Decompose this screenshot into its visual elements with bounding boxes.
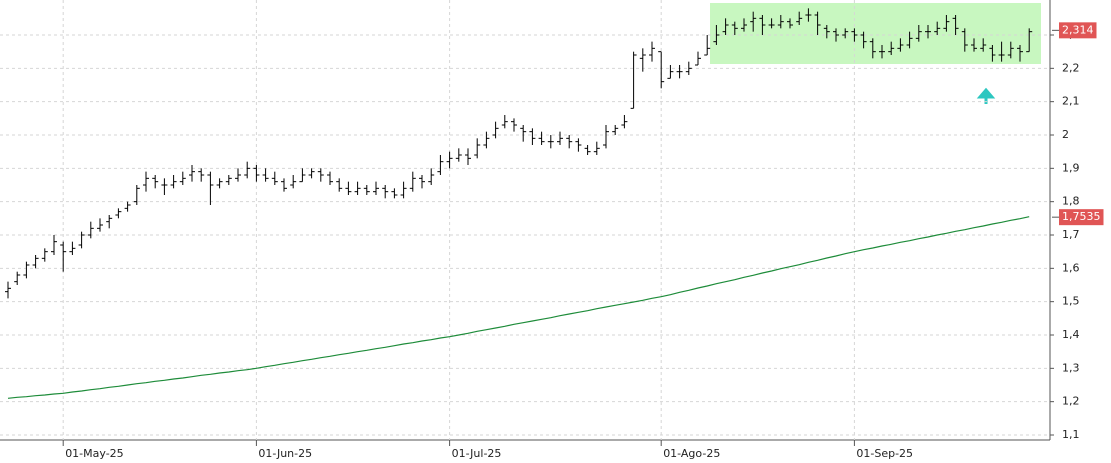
y-tick-label: 1,1 — [1062, 428, 1080, 441]
y-tick-label: 2,1 — [1062, 95, 1080, 108]
y-tick-label: 1,5 — [1062, 295, 1080, 308]
x-tick-label: 01-Jun-25 — [258, 447, 312, 460]
y-tick-label: 1,4 — [1062, 328, 1080, 341]
y-tick-label: 1,8 — [1062, 195, 1080, 208]
x-tick-label: 01-May-25 — [65, 447, 123, 460]
price-label: 2,314 — [1062, 23, 1094, 36]
y-tick-label: 1,7 — [1062, 228, 1080, 241]
y-tick-label: 2 — [1062, 128, 1069, 141]
x-tick-label: 01-Ago-25 — [663, 447, 720, 460]
y-tick-label: 1,3 — [1062, 361, 1080, 374]
price-label: 1,7535 — [1062, 210, 1101, 223]
y-tick-label: 2,2 — [1062, 61, 1080, 74]
highlight-zone — [710, 3, 1041, 64]
up-arrow — [976, 87, 996, 104]
price-label-box — [1059, 209, 1104, 226]
price-label-box — [1059, 22, 1097, 39]
y-tick-label: 1,9 — [1062, 161, 1080, 174]
x-tick-label: 01-Sep-25 — [856, 447, 913, 460]
moving-average — [7, 216, 1030, 399]
y-tick-label: 1,2 — [1062, 395, 1080, 408]
y-tick-label: 1,6 — [1062, 261, 1080, 274]
x-tick-label: 01-Jul-25 — [452, 447, 502, 460]
